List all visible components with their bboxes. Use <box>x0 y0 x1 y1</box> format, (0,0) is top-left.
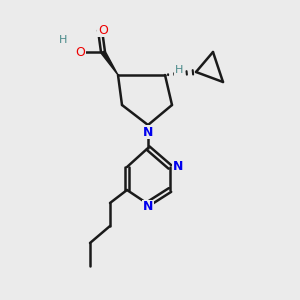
Text: N: N <box>173 160 183 173</box>
Text: N: N <box>143 125 153 139</box>
Text: O: O <box>98 23 108 37</box>
Text: N: N <box>143 200 153 214</box>
Text: O: O <box>75 46 85 59</box>
Text: H: H <box>59 35 67 45</box>
Polygon shape <box>101 51 118 75</box>
Text: H: H <box>175 65 183 75</box>
